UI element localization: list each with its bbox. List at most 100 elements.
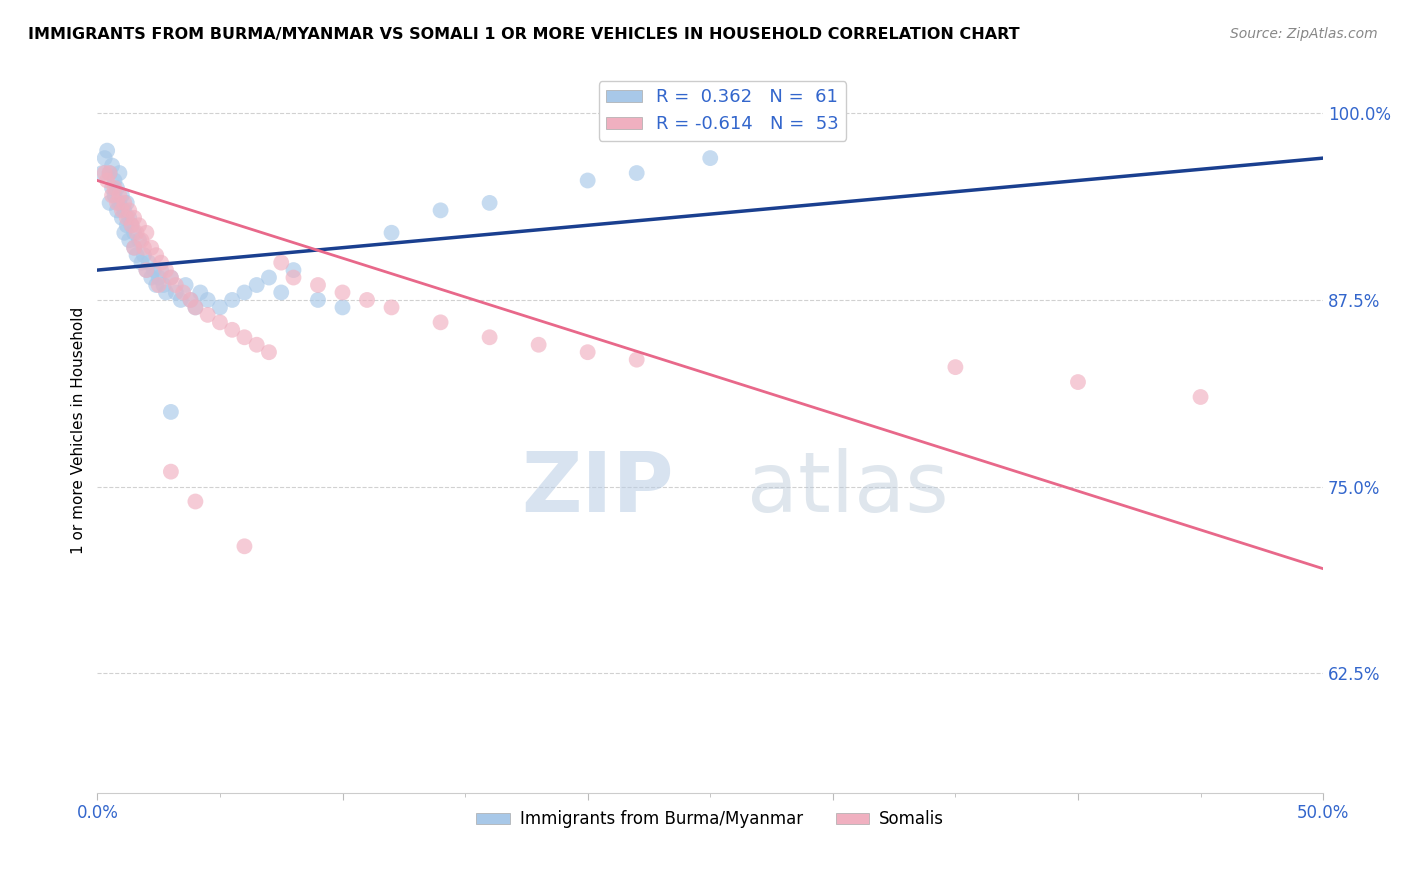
Point bbox=[115, 211, 138, 225]
Point bbox=[142, 263, 165, 277]
Point bbox=[233, 330, 256, 344]
Point bbox=[132, 248, 155, 262]
Point bbox=[122, 241, 145, 255]
Point bbox=[118, 203, 141, 218]
Point bbox=[145, 248, 167, 262]
Point bbox=[122, 226, 145, 240]
Point bbox=[150, 255, 173, 269]
Point bbox=[121, 219, 143, 233]
Point bbox=[132, 241, 155, 255]
Point bbox=[96, 173, 118, 187]
Point bbox=[108, 195, 131, 210]
Point bbox=[122, 241, 145, 255]
Point bbox=[98, 195, 121, 210]
Point bbox=[179, 293, 201, 307]
Point bbox=[221, 293, 243, 307]
Point bbox=[188, 285, 211, 300]
Point bbox=[257, 345, 280, 359]
Point bbox=[197, 293, 219, 307]
Point bbox=[135, 226, 157, 240]
Point bbox=[101, 188, 124, 202]
Text: Source: ZipAtlas.com: Source: ZipAtlas.com bbox=[1230, 27, 1378, 41]
Legend: Immigrants from Burma/Myanmar, Somalis: Immigrants from Burma/Myanmar, Somalis bbox=[470, 804, 950, 835]
Point bbox=[115, 195, 138, 210]
Point bbox=[246, 278, 269, 293]
Point bbox=[233, 285, 256, 300]
Point bbox=[380, 226, 402, 240]
Point bbox=[131, 233, 153, 247]
Point bbox=[108, 166, 131, 180]
Point bbox=[160, 270, 183, 285]
Point bbox=[626, 352, 648, 367]
Point bbox=[184, 301, 207, 315]
Point bbox=[429, 203, 451, 218]
Point bbox=[125, 226, 148, 240]
Point bbox=[197, 308, 219, 322]
Point bbox=[103, 181, 125, 195]
Point bbox=[150, 263, 173, 277]
Point bbox=[626, 166, 648, 180]
Point bbox=[174, 278, 197, 293]
Point bbox=[138, 255, 160, 269]
Point bbox=[115, 219, 138, 233]
Point bbox=[108, 188, 131, 202]
Point bbox=[152, 278, 174, 293]
Point bbox=[699, 151, 721, 165]
Point bbox=[155, 285, 177, 300]
Point bbox=[93, 166, 115, 180]
Point bbox=[527, 337, 550, 351]
Point bbox=[96, 144, 118, 158]
Point bbox=[160, 270, 183, 285]
Point bbox=[131, 255, 153, 269]
Point bbox=[148, 270, 170, 285]
Point bbox=[111, 188, 134, 202]
Text: atlas: atlas bbox=[747, 448, 949, 529]
Point bbox=[148, 278, 170, 293]
Point bbox=[105, 195, 128, 210]
Point bbox=[141, 241, 163, 255]
Point bbox=[98, 166, 121, 180]
Point bbox=[283, 263, 305, 277]
Point bbox=[103, 188, 125, 202]
Point bbox=[172, 285, 194, 300]
Point bbox=[118, 211, 141, 225]
Text: ZIP: ZIP bbox=[522, 448, 673, 529]
Point bbox=[332, 301, 354, 315]
Point bbox=[135, 263, 157, 277]
Point bbox=[179, 293, 201, 307]
Point bbox=[111, 203, 134, 218]
Point bbox=[122, 211, 145, 225]
Point bbox=[429, 315, 451, 329]
Point bbox=[221, 323, 243, 337]
Point bbox=[121, 219, 143, 233]
Point bbox=[93, 151, 115, 165]
Point bbox=[478, 330, 501, 344]
Point bbox=[307, 278, 329, 293]
Point bbox=[105, 203, 128, 218]
Point bbox=[332, 285, 354, 300]
Text: IMMIGRANTS FROM BURMA/MYANMAR VS SOMALI 1 OR MORE VEHICLES IN HOUSEHOLD CORRELAT: IMMIGRANTS FROM BURMA/MYANMAR VS SOMALI … bbox=[28, 27, 1019, 42]
Point bbox=[233, 539, 256, 553]
Point bbox=[98, 166, 121, 180]
Point bbox=[112, 226, 135, 240]
Point bbox=[945, 360, 967, 375]
Point bbox=[125, 248, 148, 262]
Point bbox=[118, 233, 141, 247]
Point bbox=[307, 293, 329, 307]
Point bbox=[184, 301, 207, 315]
Point bbox=[270, 285, 292, 300]
Point bbox=[165, 285, 187, 300]
Point bbox=[170, 293, 193, 307]
Point bbox=[356, 293, 378, 307]
Point bbox=[111, 211, 134, 225]
Point bbox=[101, 181, 124, 195]
Point bbox=[128, 233, 150, 247]
Point bbox=[184, 494, 207, 508]
Point bbox=[145, 278, 167, 293]
Point bbox=[160, 405, 183, 419]
Point bbox=[103, 173, 125, 187]
Point bbox=[380, 301, 402, 315]
Point bbox=[1189, 390, 1212, 404]
Point bbox=[257, 270, 280, 285]
Point bbox=[1067, 375, 1090, 389]
